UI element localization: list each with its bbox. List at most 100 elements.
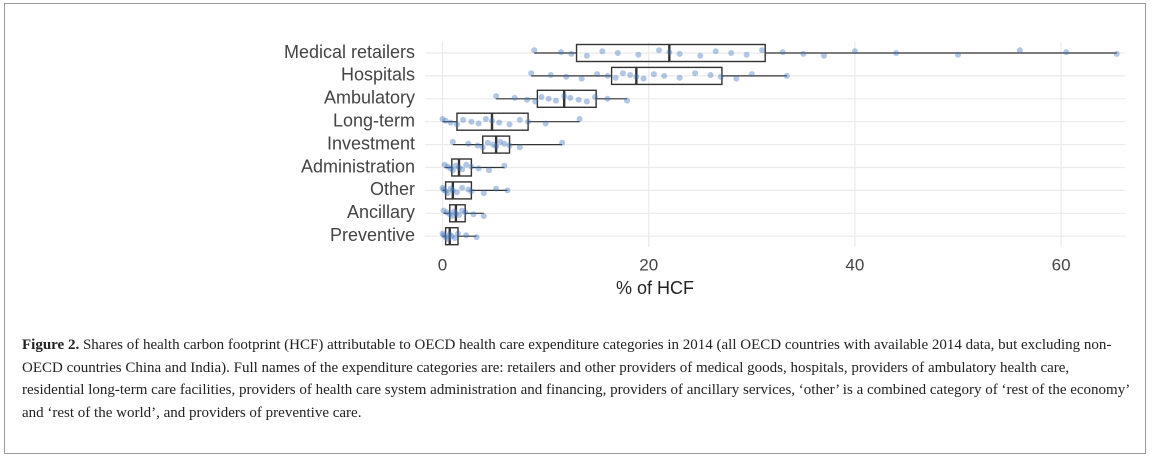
point <box>453 121 460 128</box>
point <box>463 232 470 239</box>
point <box>614 50 621 56</box>
point <box>474 142 481 149</box>
point <box>743 51 750 58</box>
point <box>851 48 858 55</box>
chart: % of HCF 0 20 40 60 Medical retailers Hospita… <box>284 42 1125 298</box>
point <box>459 166 466 173</box>
point <box>480 213 487 219</box>
point <box>568 50 575 57</box>
point <box>583 98 590 105</box>
point <box>733 75 740 82</box>
point <box>624 97 631 104</box>
point <box>666 49 673 56</box>
point <box>583 52 590 59</box>
point <box>456 212 463 219</box>
box <box>536 89 597 109</box>
point <box>604 72 611 79</box>
y-tick-label: Investment <box>327 133 415 153</box>
point <box>459 184 466 191</box>
point <box>661 72 668 79</box>
point <box>454 230 461 237</box>
point <box>712 48 719 55</box>
point <box>452 210 459 217</box>
point <box>748 71 755 78</box>
point <box>442 234 449 241</box>
point <box>442 188 449 195</box>
point <box>633 73 640 80</box>
point <box>1063 49 1070 56</box>
point <box>497 138 504 145</box>
point <box>604 95 611 102</box>
point <box>640 75 647 82</box>
y-tick-label: Long-term <box>333 110 415 130</box>
point <box>954 51 961 58</box>
y-tick-label: Other <box>370 179 415 199</box>
point <box>511 94 518 101</box>
x-tick-label: 40 <box>845 255 864 274</box>
point <box>468 188 475 195</box>
point <box>567 94 574 101</box>
y-tick-label: Medical retailers <box>284 42 415 62</box>
point <box>446 211 453 218</box>
point <box>441 161 448 168</box>
point <box>444 163 451 170</box>
point <box>440 207 447 214</box>
point <box>676 50 683 57</box>
point <box>473 234 480 241</box>
point <box>594 71 601 78</box>
point <box>465 186 472 193</box>
point <box>439 184 446 191</box>
point <box>468 163 475 170</box>
point <box>707 72 714 78</box>
point <box>563 73 570 80</box>
point <box>717 73 724 80</box>
point <box>532 98 539 105</box>
point <box>460 116 467 123</box>
point <box>1016 47 1023 54</box>
point <box>446 231 453 238</box>
point <box>475 165 482 172</box>
point <box>468 118 475 125</box>
point <box>506 121 513 128</box>
point <box>627 72 634 78</box>
point <box>490 141 497 148</box>
point <box>547 72 554 78</box>
point <box>439 230 446 237</box>
point <box>450 208 457 215</box>
point <box>448 213 455 219</box>
point <box>800 50 807 57</box>
caption-text: Shares of health carbon footprint (HCF) … <box>22 337 1130 421</box>
point <box>759 47 766 54</box>
point <box>485 167 492 174</box>
point <box>439 116 446 122</box>
point <box>531 47 538 54</box>
point <box>506 142 513 149</box>
point <box>493 93 500 100</box>
point <box>452 162 459 169</box>
x-axis-label: % of HCF <box>616 278 694 298</box>
point <box>552 97 559 104</box>
point <box>893 50 900 56</box>
point <box>558 49 565 56</box>
point <box>592 94 599 100</box>
point <box>440 232 447 239</box>
point <box>650 71 657 78</box>
caption-label: Figure 2. <box>22 337 80 353</box>
y-tick-label: Hospitals <box>341 65 415 85</box>
point <box>449 187 456 194</box>
point <box>516 116 523 123</box>
box <box>610 66 723 86</box>
point <box>697 52 704 59</box>
point <box>440 186 447 193</box>
point <box>504 187 511 194</box>
point <box>545 95 552 102</box>
point <box>820 52 827 59</box>
caption: Figure 2. Shares of health carbon footpr… <box>22 334 1132 424</box>
x-tick-label: 60 <box>1052 255 1071 274</box>
point <box>447 185 454 192</box>
point <box>493 143 500 150</box>
point <box>475 120 482 127</box>
figure-frame <box>4 3 1146 454</box>
point <box>463 161 470 168</box>
point <box>456 164 463 171</box>
